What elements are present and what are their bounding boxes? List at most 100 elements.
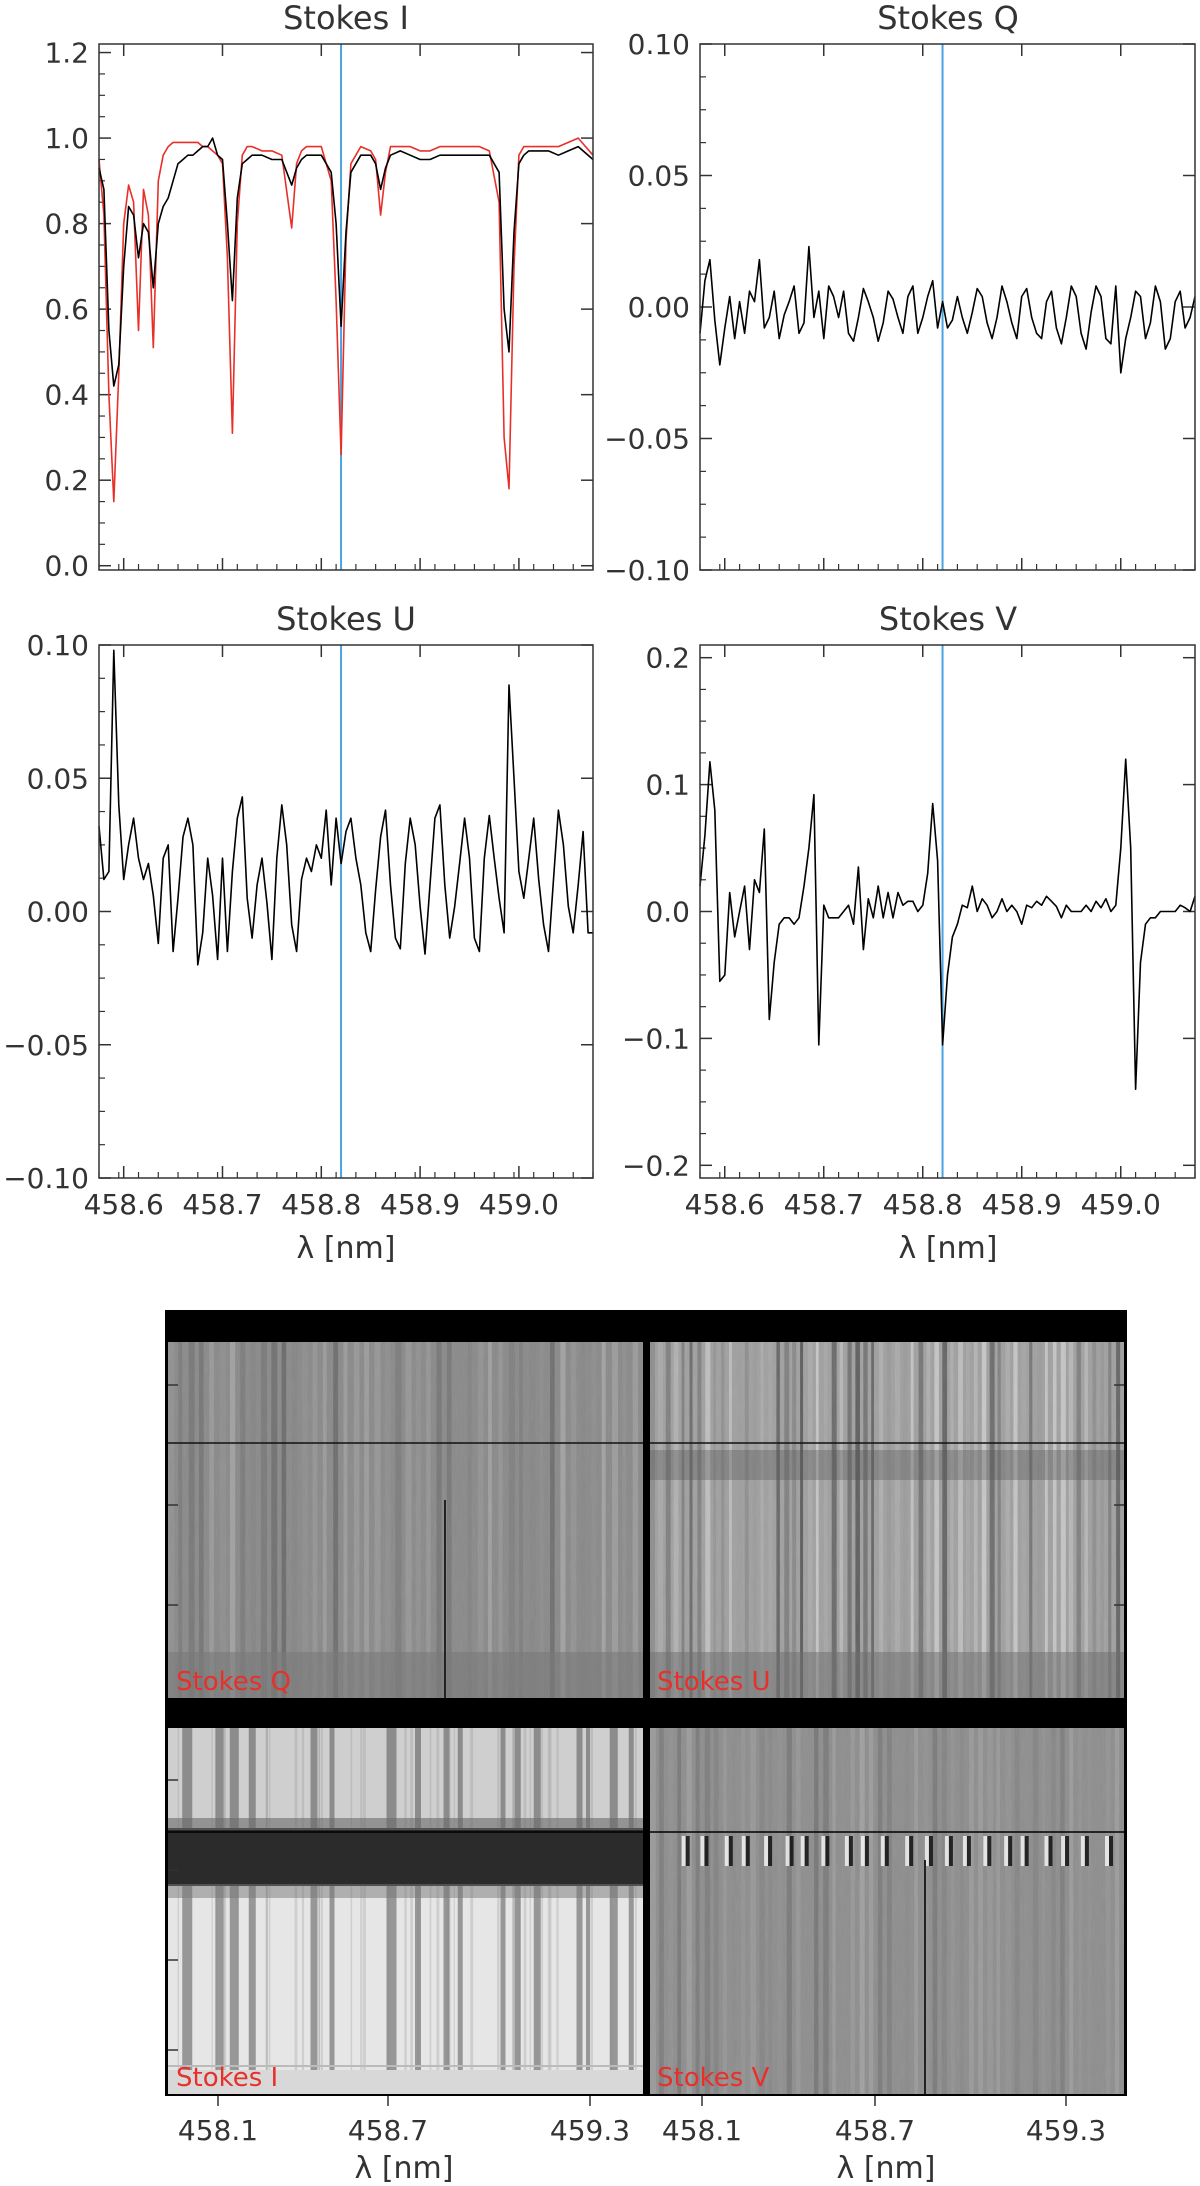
faint-line <box>360 1728 363 2094</box>
faint-line <box>350 1728 353 2094</box>
v-signature-light <box>785 1836 790 1866</box>
stokes-u-plot: Stokes U −0.10−0.050.000.050.10 458.6 458… <box>3 600 594 1266</box>
v-signature-light <box>944 1836 949 1866</box>
stokes-i-lines <box>177 1728 637 2094</box>
v-signature-dark <box>884 1836 889 1866</box>
faint-line <box>268 1728 271 2094</box>
series-line-observed <box>98 137 594 387</box>
y-tick-label: 0.2 <box>44 464 89 497</box>
v-signature-light <box>924 1836 929 1866</box>
v-signature-dark <box>825 1836 830 1866</box>
y-tick-label: −0.05 <box>3 1029 89 1062</box>
stokes-v-title: Stokes V <box>879 600 1017 638</box>
absorption-line <box>609 1728 618 2094</box>
image-y-ticks <box>168 1384 1124 2051</box>
x-tick-label: 458.6 <box>84 1188 164 1221</box>
absorption-line <box>415 1728 421 2094</box>
absorption-line <box>533 1728 541 2094</box>
v-signature-light <box>1061 1836 1066 1866</box>
y-tick-label: −0.05 <box>604 423 690 456</box>
faint-line <box>265 1728 268 2094</box>
y-tick-label: 0.05 <box>628 160 690 193</box>
faint-line <box>436 1728 440 2094</box>
stokes-u-series <box>98 649 593 966</box>
absorption-line <box>514 1728 521 2094</box>
v-signature-light <box>905 1836 910 1866</box>
faint-line <box>318 1728 320 2094</box>
absorption-line <box>329 1728 335 2094</box>
y-tick-label: −0.2 <box>622 1149 690 1182</box>
x-tick-label: 458.9 <box>982 1188 1062 1221</box>
v-signature-dark <box>704 1836 709 1866</box>
faint-line <box>429 1728 432 2094</box>
x-tick-label: 458.8 <box>281 1188 361 1221</box>
absorption-line <box>628 1728 634 2094</box>
faint-line <box>512 1728 515 2094</box>
image-left-x-tick-1: 458.1 <box>178 2114 258 2147</box>
faint-line <box>223 1728 227 2094</box>
stokes-v-x-tick-labels: 458.6 458.7 458.8 458.9 459.0 <box>685 1188 1161 1221</box>
v-signature-light <box>681 1836 686 1866</box>
stokes-u-ticks <box>98 644 594 1179</box>
faint-line <box>214 1728 218 2094</box>
stokes-i-series <box>98 137 594 503</box>
series-line-reference <box>98 137 594 503</box>
y-tick-label: 0.8 <box>44 208 89 241</box>
image-right-x-tick-3: 459.3 <box>1026 2114 1106 2147</box>
faint-line <box>523 1728 527 2094</box>
stokes-q-image <box>168 1342 643 1698</box>
v-signature-dark <box>1024 1836 1029 1866</box>
y-tick-label: 1.0 <box>44 122 89 155</box>
faint-line <box>236 1728 238 2094</box>
x-tick-label: 459.0 <box>479 1188 559 1221</box>
v-signature-light <box>800 1836 805 1866</box>
v-signature-light <box>844 1836 849 1866</box>
x-tick-label: 458.7 <box>182 1188 262 1221</box>
v-signature-dark <box>728 1836 733 1866</box>
y-tick-label: 0.00 <box>628 291 690 324</box>
v-signature-dark <box>909 1836 914 1866</box>
stokes-v-series <box>699 758 1196 1090</box>
stokes-i-title: Stokes I <box>283 0 409 37</box>
y-tick-label: −0.10 <box>3 1162 89 1195</box>
faint-line <box>556 1728 559 2094</box>
v-signature-light <box>983 1836 988 1866</box>
stokes-u-x-axis-label: λ [nm] <box>297 1231 396 1266</box>
absorption-line <box>457 1728 463 2094</box>
v-signature-light <box>1104 1836 1109 1866</box>
stokes-q-plot: Stokes Q −0.10 −0.05 0.00 0.05 0.10 <box>604 0 1196 587</box>
stokes-u-image-label: Stokes U <box>657 1667 771 1697</box>
y-tick-label: 0.0 <box>645 896 690 929</box>
faint-line <box>320 1728 323 2094</box>
v-signature-light <box>1080 1836 1085 1866</box>
v-signature-light <box>764 1836 769 1866</box>
v-signature-dark <box>928 1836 933 1866</box>
series-line-observed <box>699 758 1196 1090</box>
stokes-i-frame <box>98 43 594 571</box>
faint-line <box>386 1728 390 2094</box>
stokes-q-y-tick-labels: −0.10 −0.05 0.00 0.05 0.10 <box>604 28 690 587</box>
stokes-q-image-label: Stokes Q <box>176 1667 291 1697</box>
image-left-x-label: λ [nm] <box>355 2151 454 2186</box>
faint-line <box>470 1728 474 2094</box>
v-signature-light <box>700 1836 705 1866</box>
image-right-x-tick-2: 458.7 <box>835 2114 915 2147</box>
series-line-observed <box>98 649 593 966</box>
v-signature-light <box>724 1836 729 1866</box>
v-signature-light <box>741 1836 746 1866</box>
faint-line <box>301 1728 305 2094</box>
v-signature-dark <box>848 1836 853 1866</box>
y-tick-label: 1.2 <box>44 37 89 70</box>
stokes-v-image-label: Stokes V <box>657 2063 770 2093</box>
stokes-q-title: Stokes Q <box>877 0 1019 37</box>
v-signature-dark <box>987 1836 992 1866</box>
stokes-q-series <box>699 245 1196 374</box>
x-tick-label: 458.6 <box>685 1188 765 1221</box>
y-tick-label: −0.10 <box>604 554 690 587</box>
v-signature-dark <box>966 1836 971 1866</box>
x-tick-label: 458.9 <box>380 1188 460 1221</box>
absorption-line <box>443 1728 450 2094</box>
absorption-line <box>229 1728 239 2094</box>
stokes-i-ticks <box>98 44 594 570</box>
